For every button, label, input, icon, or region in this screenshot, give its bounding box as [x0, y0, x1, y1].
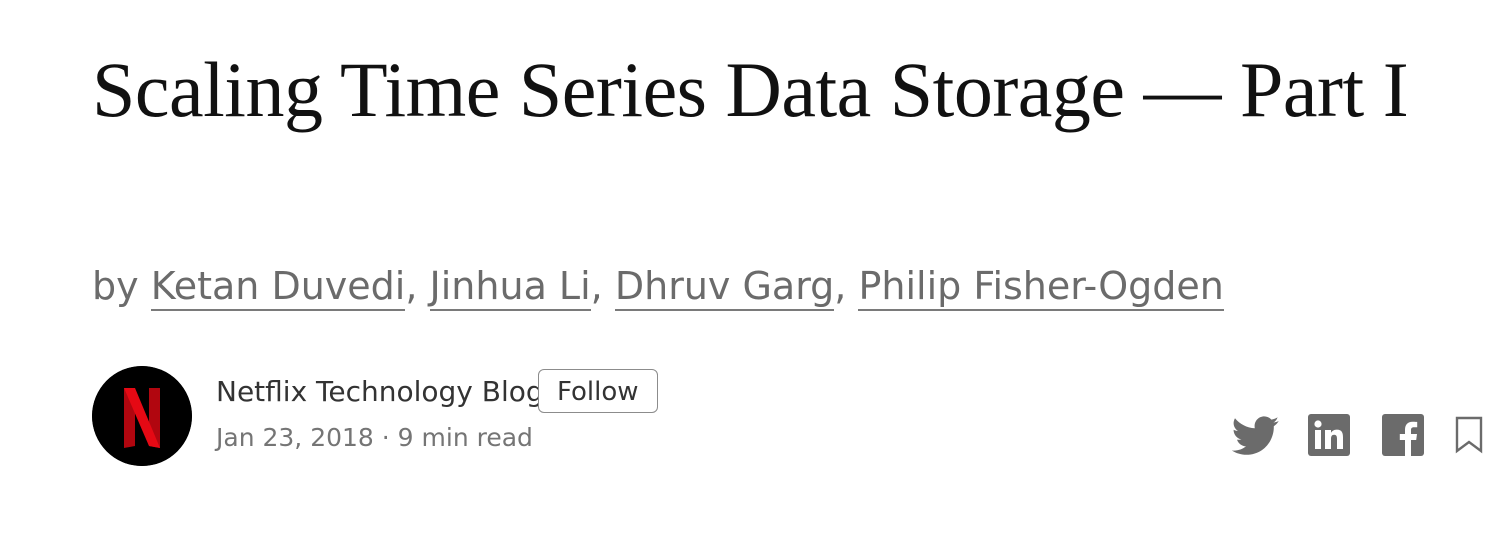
share-bar	[1231, 412, 1494, 463]
read-time: 9 min read	[397, 423, 533, 452]
publication-meta: Netflix Technology Blog Follow Jan 23, 2…	[92, 366, 712, 466]
netflix-logo-icon	[92, 366, 192, 466]
twitter-icon[interactable]	[1231, 416, 1280, 463]
article-title: Scaling Time Series Data Storage — Part …	[92, 46, 1409, 133]
author-link-dhruv-garg[interactable]: Dhruv Garg	[614, 264, 835, 311]
author-link-philip-fisher-ogden[interactable]: Philip Fisher-Ogden	[858, 264, 1224, 311]
linkedin-icon[interactable]	[1308, 414, 1350, 461]
author-link-ketan-duvedi[interactable]: Ketan Duvedi	[150, 264, 406, 311]
follow-button[interactable]: Follow	[538, 369, 658, 413]
publish-date: Jan 23, 2018	[216, 423, 374, 452]
author-separator: ,	[590, 264, 603, 308]
author-link-jinhua-li[interactable]: Jinhua Li	[429, 264, 591, 311]
bookmark-icon[interactable]	[1454, 416, 1484, 459]
author-separator: ,	[405, 264, 418, 308]
article-header: Scaling Time Series Data Storage — Part …	[92, 40, 1492, 140]
facebook-icon[interactable]	[1382, 414, 1424, 461]
byline: by Ketan Duvedi, Jinhua Li, Dhruv Garg, …	[92, 262, 1224, 311]
byline-prefix: by	[92, 264, 139, 308]
date-line: Jan 23, 2018 · 9 min read	[216, 422, 533, 454]
meta-dot: ·	[381, 423, 390, 452]
author-separator: ,	[834, 264, 847, 308]
avatar[interactable]	[92, 366, 192, 466]
publication-name[interactable]: Netflix Technology Blog	[216, 375, 544, 408]
